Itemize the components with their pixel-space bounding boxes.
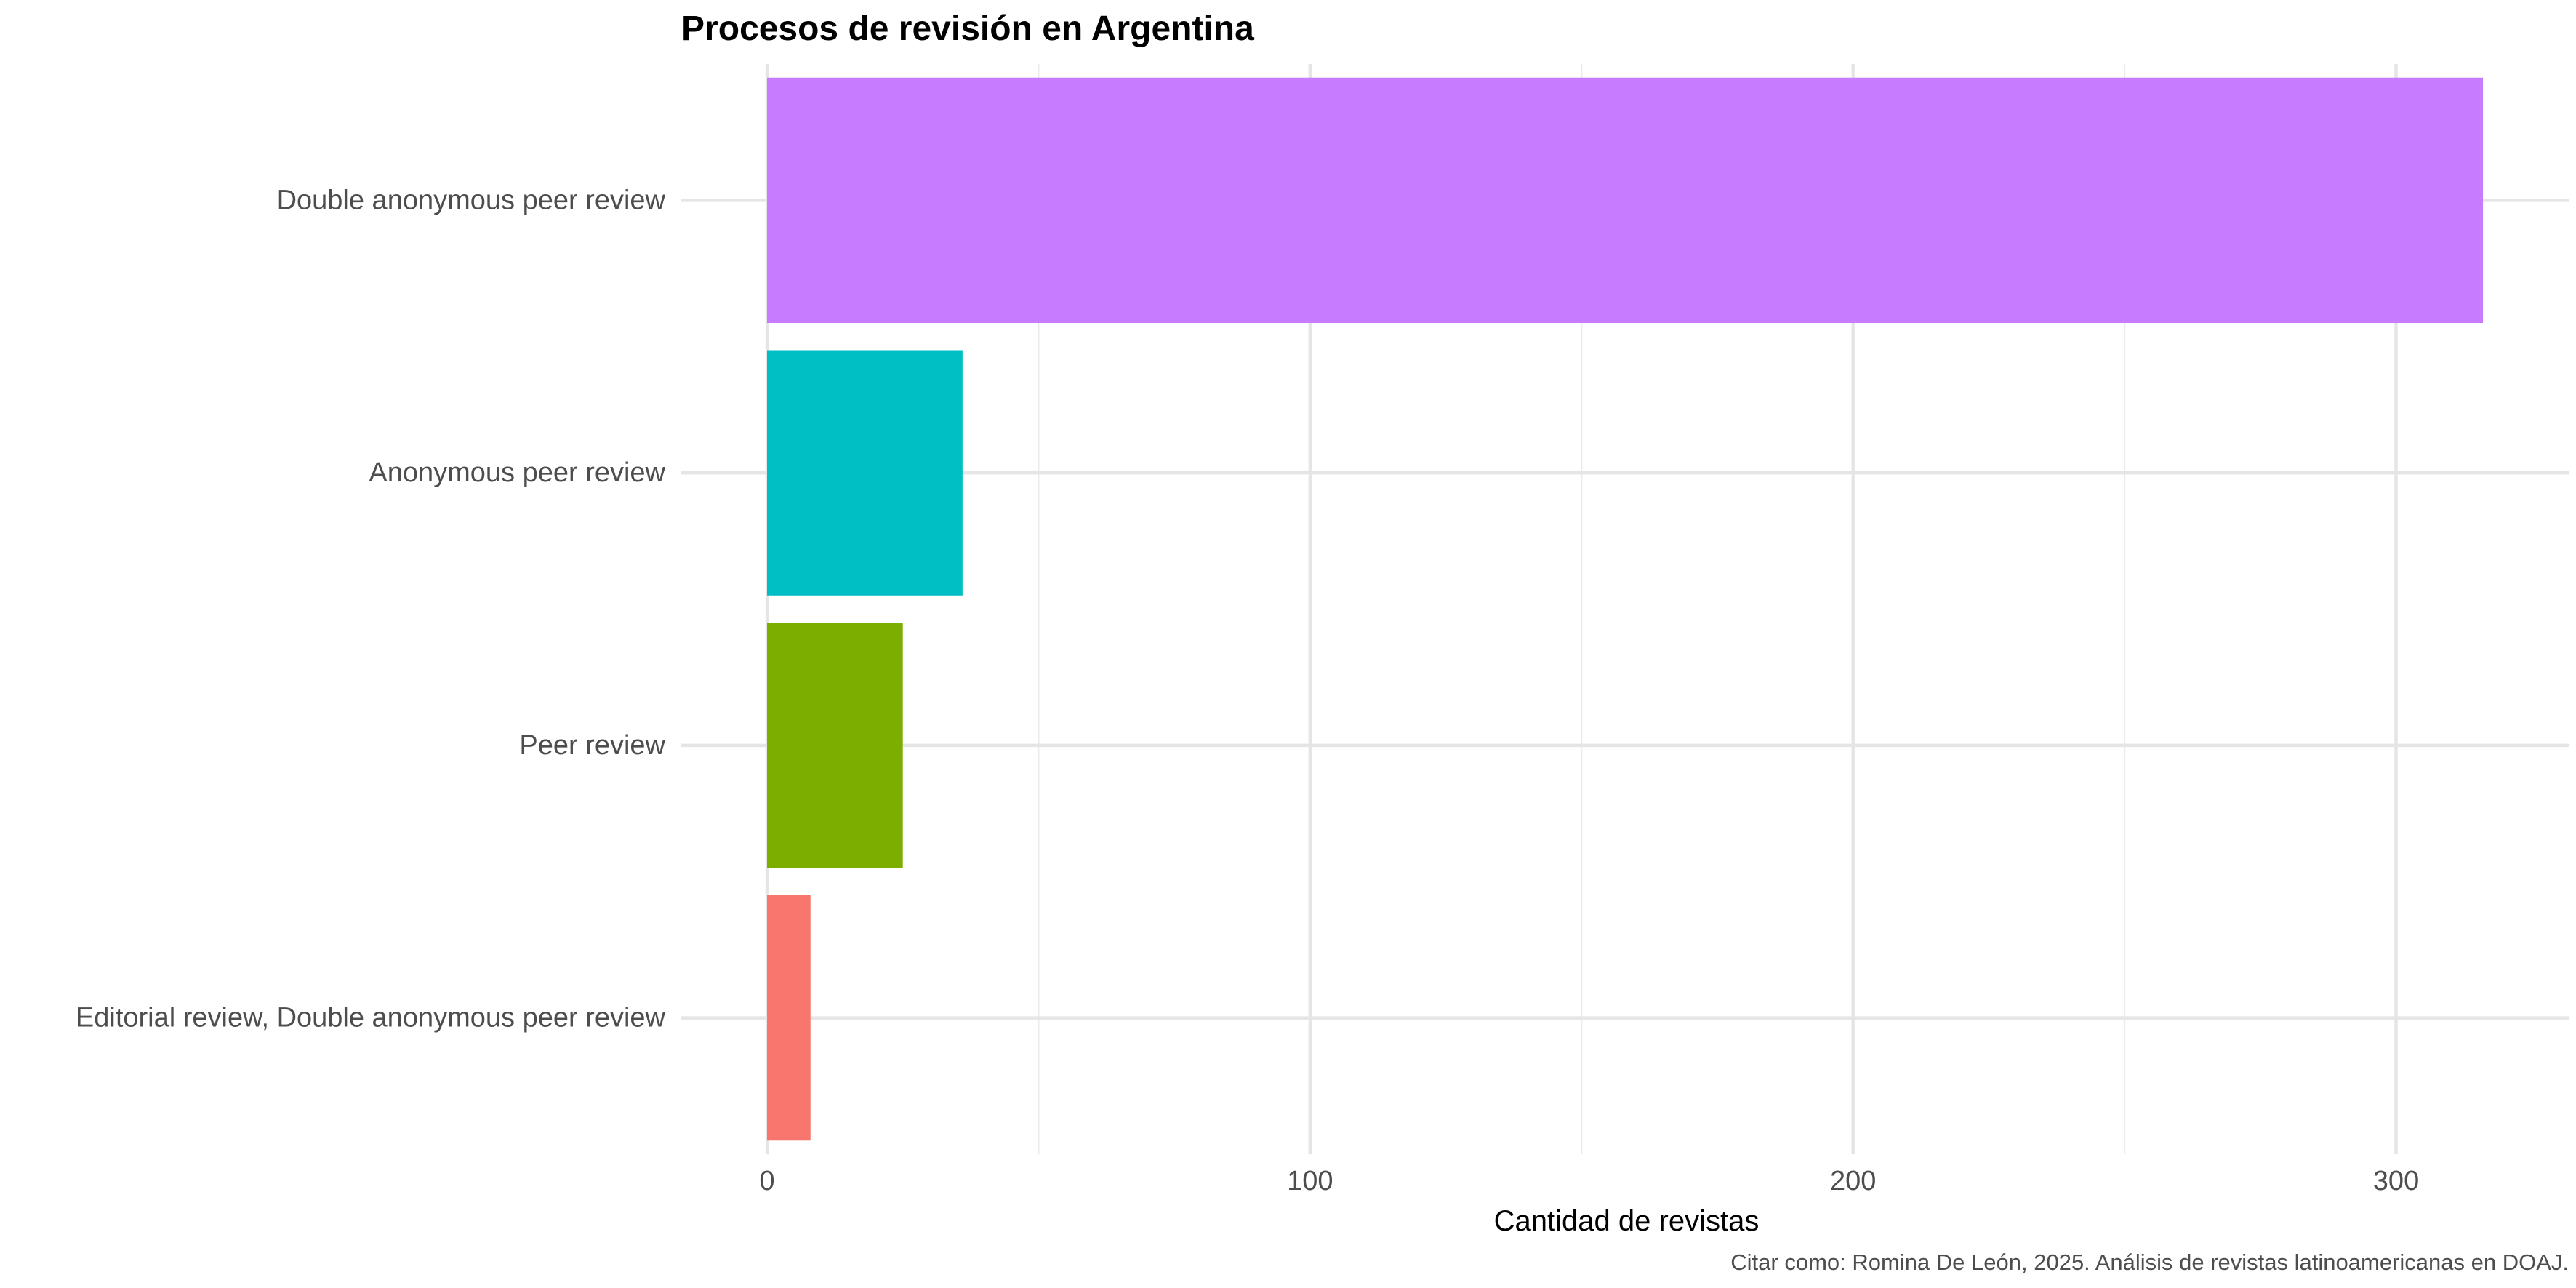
y-tick-label: Editorial review, Double anonymous peer … — [76, 1003, 666, 1033]
x-axis-title: Cantidad de revistas — [1494, 1205, 1760, 1237]
bar — [767, 77, 2483, 324]
x-tick-label: 0 — [759, 1166, 774, 1196]
x-tick-labels: 0 100 200 300 — [759, 1166, 2419, 1196]
bar — [767, 623, 903, 868]
y-tick-label: Peer review — [519, 730, 665, 761]
category-labels: Double anonymous peer review Anonymous pe… — [76, 185, 666, 1033]
chart-title: Procesos de revisión en Argentina — [681, 9, 1254, 48]
x-tick-label: 200 — [1830, 1166, 1876, 1196]
y-tick-label: Anonymous peer review — [369, 457, 665, 488]
bar — [767, 895, 811, 1141]
bars — [767, 77, 2483, 1141]
x-tick-label: 100 — [1287, 1166, 1333, 1196]
bar — [767, 350, 963, 596]
x-tick-label: 300 — [2373, 1166, 2419, 1196]
y-tick-label: Double anonymous peer review — [277, 185, 666, 215]
chart-caption: Citar como: Romina De León, 2025. Anális… — [1730, 1249, 2569, 1275]
